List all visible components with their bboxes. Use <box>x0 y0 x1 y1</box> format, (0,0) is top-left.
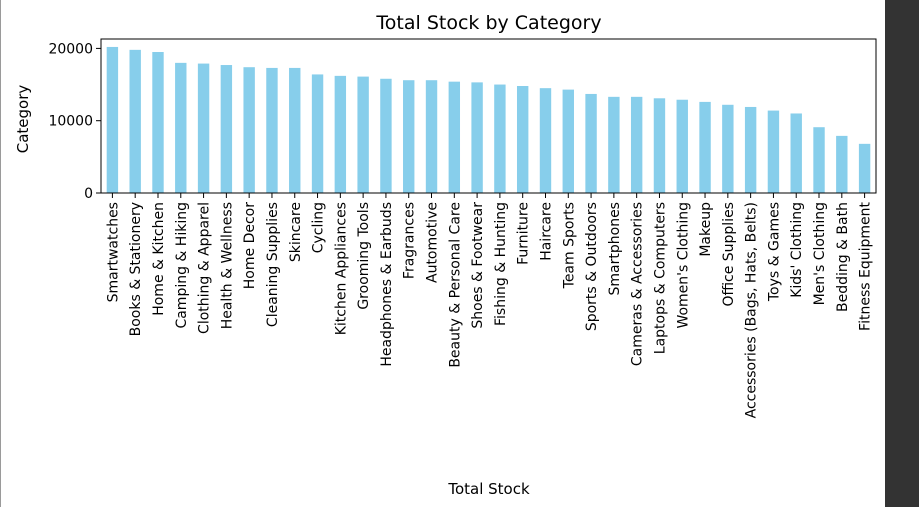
x-tick-label: Smartphones <box>607 202 623 295</box>
bar <box>562 89 574 193</box>
bar <box>197 63 210 193</box>
x-tick-label: Bedding & Bath <box>835 202 851 312</box>
x-tick-label: Accessories (Bags, Hats, Belts) <box>744 202 760 418</box>
chart-title: Total Stock by Category <box>375 12 601 34</box>
bar <box>744 106 757 193</box>
bar <box>357 76 369 193</box>
x-tick-label: Women's Clothing <box>675 202 691 329</box>
plot-area-frame <box>100 38 877 194</box>
scrollbar-panel[interactable] <box>885 0 919 507</box>
bar <box>471 82 483 193</box>
bar <box>494 84 506 193</box>
x-tick-label: Kids' Clothing <box>789 202 805 298</box>
x-tick-label: Automotive <box>425 202 441 283</box>
left-border <box>0 0 1 507</box>
bar <box>813 127 825 193</box>
x-tick-label: Smartwatches <box>105 202 121 302</box>
x-tick-label: Makeup <box>698 202 714 257</box>
bar <box>653 98 666 193</box>
x-tick-label: Clothing & Apparel <box>197 202 213 334</box>
x-tick-label: Kitchen Appliances <box>333 202 349 335</box>
x-tick-label: Laptops & Computers <box>652 202 668 354</box>
x-tick-label: Fishing & Hunting <box>493 202 509 326</box>
x-axis-label: Total Stock <box>447 480 530 498</box>
bar <box>380 78 392 193</box>
bar <box>585 93 597 193</box>
bar <box>311 74 324 193</box>
x-tick-label: Camping & Hiking <box>174 202 190 329</box>
y-axis-label: Category <box>14 85 32 154</box>
x-tick-label: Shoes & Footwear <box>470 202 486 329</box>
bar <box>266 67 278 193</box>
bar <box>676 99 688 193</box>
bar <box>630 96 643 193</box>
x-tick-label: Grooming Tools <box>356 202 372 310</box>
x-tick-label: Fragrances <box>402 202 418 279</box>
x-tick-label: Men's Clothing <box>812 202 828 305</box>
y-tick-label: 0 <box>84 186 93 202</box>
x-tick-label: Cycling <box>311 202 327 253</box>
x-tick-label: Furniture <box>516 202 532 265</box>
bar <box>790 113 802 193</box>
y-tick-label: 20000 <box>48 41 93 57</box>
y-ticks-group: 0 10000 20000 <box>48 41 101 202</box>
x-tick-label: Home & Kitchen <box>151 202 167 316</box>
bars-group <box>106 46 871 194</box>
x-ticks-group: Smartwatches Books & Stationery Home & Kit… <box>105 193 874 418</box>
bar <box>836 135 848 193</box>
bar <box>243 67 255 193</box>
bar <box>699 101 711 193</box>
bar <box>608 96 620 193</box>
x-tick-label: Beauty & Personal Care <box>447 202 463 368</box>
bar <box>767 110 780 193</box>
x-tick-label: Home Decor <box>242 202 258 289</box>
x-tick-label: Toys & Games <box>766 202 782 302</box>
bar <box>403 80 415 193</box>
bar <box>425 80 438 193</box>
x-tick-label: Health & Wellness <box>219 202 235 329</box>
y-tick-label: 10000 <box>48 114 93 130</box>
bar <box>152 52 164 194</box>
bar <box>334 75 347 193</box>
bar <box>448 81 461 193</box>
bar <box>220 65 233 193</box>
x-tick-label: Haircare <box>538 202 554 261</box>
x-tick-label: Skincare <box>288 202 304 262</box>
bar <box>289 67 301 193</box>
x-tick-label: Books & Stationery <box>128 202 144 336</box>
bar <box>722 104 734 193</box>
x-tick-label: Headphones & Earbuds <box>379 202 395 367</box>
bar <box>129 49 141 193</box>
x-tick-label: Cameras & Accessories <box>630 202 646 366</box>
bar <box>539 88 552 193</box>
x-tick-label: Fitness Equipment <box>858 201 874 330</box>
bar <box>106 46 119 194</box>
bar <box>516 86 529 193</box>
x-tick-label: Sports & Outdoors <box>584 202 600 331</box>
bar <box>175 62 187 193</box>
bar <box>858 143 871 193</box>
x-tick-label: Cleaning Supplies <box>265 202 281 327</box>
x-tick-label: Office Supplies <box>721 202 737 307</box>
x-tick-label: Team Sports <box>561 202 577 289</box>
